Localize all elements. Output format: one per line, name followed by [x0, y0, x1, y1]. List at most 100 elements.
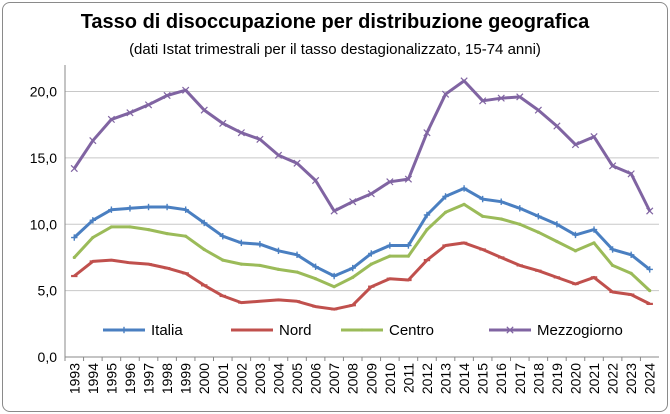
data-point-mezzogiorno: [404, 175, 413, 183]
data-point-centro: [351, 275, 355, 279]
data-point-centro: [648, 289, 652, 293]
data-point-centro: [91, 235, 95, 240]
x-tick-label: 2012: [419, 363, 435, 394]
data-point-centro: [295, 270, 299, 274]
data-point-centro: [573, 249, 578, 253]
data-point-centro: [128, 225, 132, 229]
data-point-mezzogiorno: [386, 178, 394, 186]
data-point-mezzogiorno: [441, 90, 450, 98]
x-tick-label: 2013: [438, 363, 454, 394]
legend-label: Italia: [151, 322, 183, 339]
data-point-mezzogiorno: [70, 164, 78, 173]
data-point-mezzogiorno: [349, 198, 357, 206]
data-point-italia: [405, 242, 412, 249]
legend-label: Mezzogiorno: [537, 322, 623, 339]
legend-marker: [120, 326, 128, 334]
x-tick-label: 1994: [85, 363, 101, 394]
data-point-italia: [182, 206, 189, 213]
data-point-italia: [126, 205, 134, 212]
data-point-mezzogiorno: [330, 207, 338, 215]
data-point-mezzogiorno: [126, 109, 134, 117]
data-point-mezzogiorno: [200, 106, 208, 114]
data-point-italia: [590, 226, 598, 233]
legend-item-centro: Centro: [341, 322, 434, 339]
data-point-mezzogiorno: [144, 101, 153, 109]
data-point-italia: [71, 234, 78, 241]
data-point-mezzogiorno: [219, 119, 227, 128]
y-tick-label: 10,0: [30, 216, 57, 232]
data-point-italia: [312, 263, 319, 270]
data-point-mezzogiorno: [367, 190, 375, 198]
data-point-centro: [332, 285, 336, 289]
x-tick-label: 2020: [567, 363, 583, 394]
y-tick-label: 0,0: [38, 349, 58, 365]
legend-label: Nord: [279, 322, 312, 339]
x-tick-label: 2022: [605, 363, 621, 394]
data-point-mezzogiorno: [107, 115, 116, 124]
legend-item-italia: Italia: [103, 322, 183, 339]
data-point-italia: [89, 217, 97, 224]
data-point-centro: [202, 247, 206, 252]
data-point-mezzogiorno: [571, 141, 580, 149]
x-tick-label: 2018: [530, 363, 546, 394]
x-tick-label: 2000: [196, 363, 212, 394]
x-tick-label: 1995: [103, 363, 119, 394]
data-point-centro: [146, 227, 151, 232]
series-line-nord: [73, 241, 651, 311]
x-tick-label: 2006: [308, 363, 324, 394]
data-point-italia: [460, 185, 468, 192]
data-point-mezzogiorno: [460, 77, 468, 85]
data-point-italia: [368, 250, 375, 257]
y-tick-label: 5,0: [38, 283, 58, 299]
y-tick-label: 20,0: [30, 84, 57, 100]
data-point-mezzogiorno: [423, 129, 431, 137]
data-point-mezzogiorno: [590, 133, 598, 141]
x-tick-label: 2016: [493, 363, 509, 394]
data-point-centro: [555, 239, 559, 244]
data-point-mezzogiorno: [627, 170, 635, 178]
data-point-italia: [108, 206, 115, 213]
data-point-italia: [516, 205, 523, 212]
data-point-italia: [219, 233, 226, 240]
data-point-centro: [221, 258, 225, 262]
data-point-mezzogiorno: [274, 151, 283, 159]
data-point-mezzogiorno: [311, 176, 320, 185]
x-tick-label: 1997: [141, 363, 157, 394]
data-point-italia: [646, 266, 653, 273]
x-tick-label: 1993: [66, 363, 82, 394]
data-point-italia: [330, 272, 338, 280]
gridlines: [65, 91, 659, 358]
data-point-italia: [163, 203, 171, 211]
data-point-mezzogiorno: [516, 93, 524, 101]
data-point-mezzogiorno: [163, 91, 171, 100]
data-point-centro: [239, 262, 243, 266]
data-point-mezzogiorno: [256, 135, 264, 143]
data-point-mezzogiorno: [293, 159, 301, 167]
legend-marker: [360, 328, 364, 332]
y-tick-label: 15,0: [30, 150, 57, 166]
data-point-centro: [518, 222, 522, 226]
x-tick-label: 2023: [623, 363, 639, 394]
data-point-italia: [349, 264, 356, 272]
x-tick-label: 1999: [178, 363, 194, 394]
x-tick-label: 2008: [345, 363, 361, 394]
data-point-italia: [442, 193, 449, 200]
data-point-centro: [369, 262, 373, 266]
data-point-centro: [109, 225, 114, 229]
data-point-centro: [499, 217, 503, 221]
data-point-centro: [443, 210, 448, 214]
data-point-centro: [313, 277, 318, 281]
data-point-italia: [201, 219, 208, 227]
data-point-centro: [592, 241, 596, 245]
data-point-mezzogiorno: [646, 207, 654, 215]
x-tick-label: 2010: [382, 363, 398, 394]
series-line-mezzogiorno: [73, 79, 652, 213]
data-point-italia: [423, 211, 431, 219]
data-point-italia: [553, 221, 561, 228]
data-point-italia: [275, 247, 282, 255]
data-point-centro: [462, 202, 466, 206]
data-point-mezzogiorno: [89, 137, 97, 145]
series-lines: [70, 77, 654, 311]
data-point-italia: [479, 195, 486, 203]
